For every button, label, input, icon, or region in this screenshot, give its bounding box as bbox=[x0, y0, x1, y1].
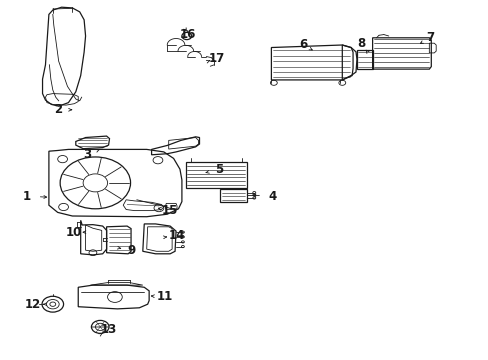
Text: 10: 10 bbox=[65, 226, 81, 239]
Text: 1: 1 bbox=[23, 190, 31, 203]
Text: 17: 17 bbox=[208, 52, 224, 65]
Text: 12: 12 bbox=[25, 298, 41, 311]
Text: 13: 13 bbox=[100, 323, 117, 336]
Text: 15: 15 bbox=[162, 204, 178, 217]
Text: 4: 4 bbox=[268, 190, 276, 203]
Text: 9: 9 bbox=[127, 244, 135, 257]
Text: 7: 7 bbox=[426, 31, 433, 44]
Text: 14: 14 bbox=[168, 229, 185, 242]
Text: 5: 5 bbox=[215, 163, 223, 176]
Text: 11: 11 bbox=[157, 291, 173, 303]
Text: 8: 8 bbox=[356, 37, 364, 50]
Text: 3: 3 bbox=[83, 148, 91, 161]
Text: 6: 6 bbox=[299, 39, 306, 51]
Text: 16: 16 bbox=[180, 28, 196, 41]
Text: 2: 2 bbox=[54, 103, 61, 116]
